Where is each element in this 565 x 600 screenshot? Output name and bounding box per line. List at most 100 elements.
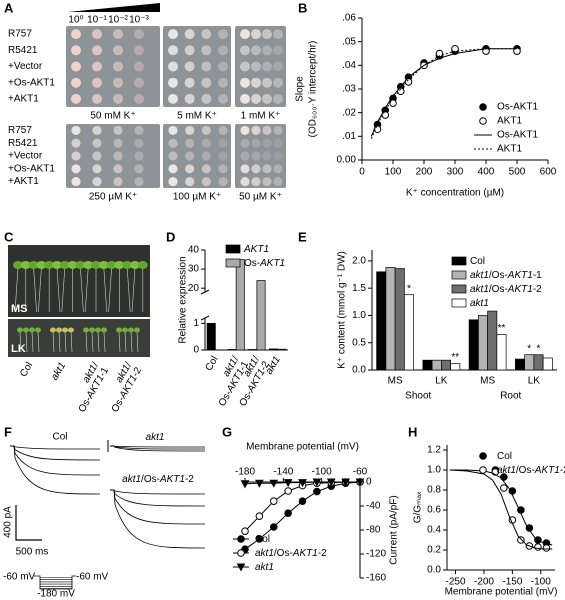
yeast-spot <box>71 29 81 40</box>
y-tick-label: 0 <box>193 345 199 356</box>
yeast-spot <box>168 93 178 104</box>
legend-label: akt1/Os-AKT1-2 <box>497 465 565 476</box>
root <box>103 267 108 313</box>
current-trace <box>10 445 101 450</box>
root <box>64 331 67 353</box>
voltage-label: -180 mV <box>37 589 75 600</box>
marker <box>312 478 322 487</box>
legend-swatch <box>225 244 241 254</box>
marker <box>451 44 459 53</box>
yeast-spot <box>71 177 81 187</box>
root <box>136 331 139 353</box>
seedling <box>44 261 55 269</box>
yeast-spot <box>218 164 228 174</box>
bar <box>268 348 278 351</box>
y-axis-label: K⁺ content (mmol g⁻¹ DW) <box>337 251 348 369</box>
y-tick-label: -120 <box>366 549 386 560</box>
y-tick-label: -160 <box>366 573 386 584</box>
strain-label: +Os-AKT1 <box>8 163 55 174</box>
marker <box>479 466 487 474</box>
legend-label: akt1 <box>470 298 489 309</box>
marker <box>284 509 292 518</box>
genotype-label: Col <box>18 360 35 379</box>
voltage-protocol <box>34 575 76 590</box>
significance-mark: * <box>537 343 541 354</box>
bar <box>431 359 442 371</box>
current-trace <box>110 489 206 525</box>
yeast-spot <box>185 164 195 174</box>
panel-label: F <box>4 424 12 439</box>
marker <box>355 478 365 487</box>
text-part: / <box>230 354 241 362</box>
bar <box>441 359 451 371</box>
legend-swatch <box>451 256 467 266</box>
seedling <box>20 261 31 269</box>
current-trace <box>110 489 206 495</box>
legend-label: Col <box>497 451 512 462</box>
yeast-spot <box>185 138 195 148</box>
yeast-spot <box>218 45 228 56</box>
marker <box>298 497 307 506</box>
text-part: / <box>90 360 101 368</box>
strain-label: R5421 <box>8 45 38 56</box>
yeast-spot <box>201 77 212 88</box>
panel-label: A <box>4 0 14 15</box>
seedling <box>17 327 23 333</box>
yeast-spot <box>240 177 250 187</box>
root <box>14 267 19 313</box>
axis-break <box>200 315 210 321</box>
root <box>108 267 112 313</box>
yeast-spot <box>168 151 178 161</box>
yeast-spot <box>262 93 272 104</box>
seedling <box>83 261 94 269</box>
medium-label: LK <box>11 343 26 355</box>
text-part: -2 <box>560 465 565 476</box>
yeast-spot <box>218 77 228 88</box>
yeast-spot <box>92 45 102 56</box>
yeast-spot <box>201 29 212 40</box>
x-tick-label: 200 <box>416 167 433 178</box>
yeast-spot <box>218 61 228 72</box>
axis-break <box>200 289 210 295</box>
legend-label: Os-AKT1 <box>497 130 539 141</box>
panel-label: C <box>4 229 14 244</box>
yeast-spot <box>240 125 250 135</box>
seedling <box>130 261 140 269</box>
yeast-spot <box>251 125 261 135</box>
marker <box>513 47 521 55</box>
y-tick-label: 0.4 <box>427 525 441 536</box>
x-tick-label: -200 <box>474 577 494 588</box>
yeast-spot <box>240 61 250 72</box>
bar <box>468 319 479 371</box>
y-tick-label: 1 <box>193 318 199 329</box>
text-part: AKT1 <box>507 284 533 295</box>
bar <box>404 294 414 371</box>
root <box>126 267 131 313</box>
yeast-spot <box>71 61 81 72</box>
yeast-spot <box>113 138 123 148</box>
dilution-wedge <box>68 3 160 12</box>
yeast-spot <box>251 61 261 72</box>
scale-label: 500 ms <box>16 547 49 558</box>
root <box>37 331 40 353</box>
marker <box>542 544 551 552</box>
voltage-label: -60 mV <box>3 572 36 583</box>
yeast-spot <box>201 93 212 104</box>
x-tick-label: MS <box>388 376 403 387</box>
seedling <box>35 327 41 333</box>
plate-condition: 5 mM K⁺ <box>177 111 217 122</box>
marker <box>240 480 250 489</box>
trace-label: akt1/Os-AKT1-2 <box>122 474 194 485</box>
yeast-spot <box>92 29 102 40</box>
seedling <box>75 261 86 269</box>
root <box>61 267 66 313</box>
yeast-spot <box>168 45 178 56</box>
text-part: Col <box>470 256 485 267</box>
seedling <box>50 327 56 333</box>
yeast-spot <box>113 151 123 161</box>
marker <box>241 527 249 536</box>
yeast-spot <box>185 125 195 135</box>
text-part: akt1 <box>470 270 489 281</box>
voltage-label: -60 mV <box>76 572 109 583</box>
y-tick-label: .06 <box>342 13 356 24</box>
